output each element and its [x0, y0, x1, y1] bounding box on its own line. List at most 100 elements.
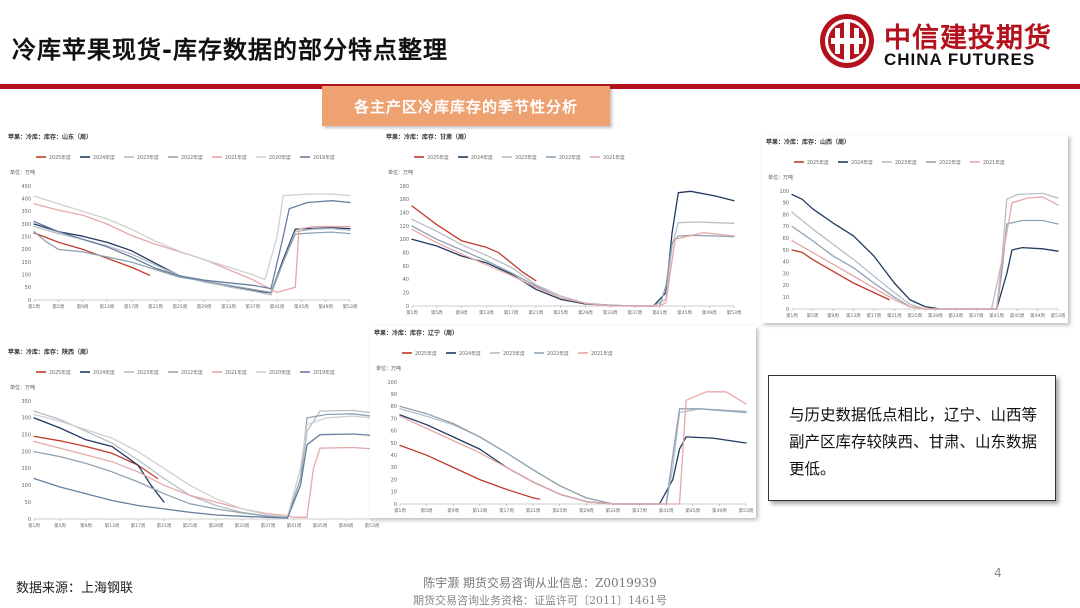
x-tick-label: 第53周 [727, 309, 742, 316]
x-tick-label: 第41周 [989, 312, 1004, 319]
y-tick-label: 200 [21, 247, 31, 253]
x-tick-label: 第17周 [131, 522, 146, 529]
legend-label: 2024年度 [851, 159, 873, 166]
x-tick-label: 第29周 [928, 312, 943, 319]
y-tick-label: 10 [391, 490, 397, 496]
y-tick-label: 100 [399, 237, 409, 243]
y-tick-label: 50 [25, 500, 31, 506]
legend-label: 2024年度 [93, 154, 115, 161]
logo-english-text: CHINA FUTURES [884, 50, 1036, 69]
series-line [791, 193, 1059, 310]
x-tick-label: 第45周 [294, 303, 309, 310]
series-line [411, 225, 735, 307]
y-tick-label: 0 [28, 517, 31, 523]
x-tick-label: 第41周 [270, 303, 285, 310]
x-tick-label: 第17周 [124, 303, 139, 310]
x-tick-label: 第21周 [148, 303, 163, 310]
chart-shandong: 2025年度 2024年度 2023年度 2022年度 2021年度 2020年度 2019… [4, 130, 360, 314]
y-tick-label: 100 [21, 272, 31, 278]
x-tick-label: 第9周 [827, 312, 839, 319]
x-tick-label: 第53周 [739, 507, 754, 514]
x-tick-label: 第33周 [948, 312, 963, 319]
y-tick-label: 450 [21, 184, 31, 190]
legend-label: 2021年度 [983, 159, 1005, 166]
y-tick-label: 70 [783, 224, 789, 230]
x-tick-label: 第41周 [287, 522, 302, 529]
y-tick-label: 20 [403, 290, 409, 296]
x-tick-label: 第17周 [504, 309, 519, 316]
series-line [33, 433, 373, 519]
x-tick-label: 第9周 [77, 303, 89, 310]
x-tick-label: 第45周 [313, 522, 328, 529]
x-tick-label: 第53周 [365, 522, 380, 529]
x-tick-label: 第37周 [632, 507, 647, 514]
unit-label: 单位：万吨 [388, 169, 413, 176]
x-tick-label: 第17周 [866, 312, 881, 319]
y-tick-label: 300 [21, 222, 31, 228]
chart-liaoning: 2025年度 2024年度 2023年度 2022年度 2021年度 单位：万吨 0 10 20… [370, 326, 756, 518]
series-line [411, 205, 537, 282]
x-tick-label: 第5周 [431, 309, 443, 316]
y-tick-label: 200 [21, 449, 31, 455]
y-tick-label: 40 [391, 453, 397, 459]
x-tick-label: 第49周 [1030, 312, 1045, 319]
unit-label: 单位：万吨 [768, 174, 793, 181]
legend-label: 2023年度 [137, 154, 159, 161]
y-tick-label: 50 [25, 285, 31, 291]
legend-label: 2023年度 [137, 369, 159, 376]
x-tick-label: 第33周 [235, 522, 250, 529]
y-tick-label: 100 [387, 380, 397, 386]
y-tick-label: 40 [783, 260, 789, 266]
x-tick-label: 第25周 [183, 522, 198, 529]
page-title: 冷库苹果现货-库存数据的部分特点整理 [12, 36, 448, 64]
legend-label: 2024年度 [459, 350, 481, 357]
y-tick-label: 50 [783, 248, 789, 254]
legend-label: 2025年度 [415, 350, 437, 357]
series-line [399, 405, 747, 505]
legend-label: 2021年度 [603, 154, 625, 161]
x-tick-label: 第33周 [221, 303, 236, 310]
y-tick-label: 150 [21, 466, 31, 472]
logo-chinese-text: 中信建投期货 [884, 23, 1052, 54]
x-tick-label: 第13周 [100, 303, 115, 310]
x-tick-label: 第5周 [54, 522, 66, 529]
x-tick-label: 第29周 [579, 507, 594, 514]
y-tick-label: 350 [21, 399, 31, 405]
series-line [33, 413, 373, 518]
x-tick-label: 第9周 [80, 522, 92, 529]
y-tick-label: 50 [391, 441, 397, 447]
legend-label: 2023年度 [895, 159, 917, 166]
legend-label: 2021年度 [225, 369, 247, 376]
x-tick-label: 第49周 [702, 309, 717, 316]
y-tick-label: 350 [21, 209, 31, 215]
x-tick-label: 第9周 [447, 507, 459, 514]
legend-label: 2022年度 [547, 350, 569, 357]
chart-shaanxi: 2025年度 2024年度 2023年度 2022年度 2021年度 2020年度 2019… [4, 345, 382, 533]
page-number: 4 [994, 566, 1002, 580]
y-tick-label: 80 [391, 404, 397, 410]
note-text: 与历史数据低点相比，辽宁、山西等副产区库存较陕西、甘肃、山东数据更低。 [789, 406, 1038, 478]
y-tick-label: 60 [783, 236, 789, 242]
license-info: 期货交易咨询业务资格：证监许可〔2011〕1461号 [413, 594, 667, 607]
x-tick-label: 第21周 [528, 309, 543, 316]
series-line [33, 435, 159, 480]
x-tick-label: 第53周 [343, 303, 358, 310]
chart-svg: 2025年度 2024年度 2023年度 2022年度 2021年度 2020年度 2019… [10, 154, 358, 310]
x-tick-label: 第9周 [456, 309, 468, 316]
x-tick-label: 第13周 [105, 522, 120, 529]
x-tick-label: 第25周 [552, 507, 567, 514]
y-tick-label: 0 [406, 304, 409, 310]
legend-label: 2022年度 [559, 154, 581, 161]
y-tick-label: 160 [399, 197, 409, 203]
x-tick-label: 第13周 [472, 507, 487, 514]
x-tick-label: 第1周 [28, 522, 40, 529]
series-line [399, 414, 747, 505]
series-line [33, 230, 351, 294]
series-line [33, 417, 165, 503]
legend-label: 2021年度 [591, 350, 613, 357]
x-tick-label: 第1周 [394, 507, 406, 514]
note-box: 与历史数据低点相比，辽宁、山西等副产区库存较陕西、甘肃、山东数据更低。 [768, 375, 1056, 501]
legend-label: 2022年度 [939, 159, 961, 166]
x-tick-label: 第29周 [197, 303, 212, 310]
